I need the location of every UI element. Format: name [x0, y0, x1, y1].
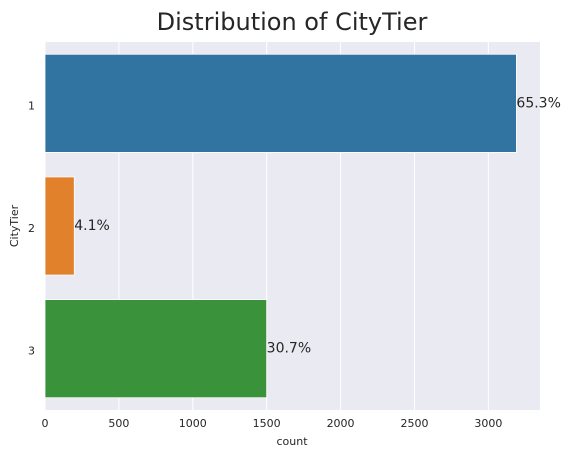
y-tick-label: 1 [28, 99, 35, 112]
x-tick-label: 2000 [327, 417, 355, 430]
bar-annotation: 65.3% [516, 95, 560, 111]
x-axis-label: count [276, 435, 308, 448]
x-tick-label: 500 [108, 417, 129, 430]
x-tick-label: 2500 [400, 417, 428, 430]
bar-annotation: 4.1% [74, 218, 110, 234]
chart-title: Distribution of CityTier [157, 8, 428, 36]
x-tick-label: 3000 [474, 417, 502, 430]
x-tick-label: 0 [42, 417, 49, 430]
x-tick-label: 1000 [179, 417, 207, 430]
y-axis-label: CityTier [8, 204, 21, 247]
bar [44, 299, 268, 399]
bar [44, 53, 517, 153]
y-tick-label: 3 [28, 345, 35, 358]
y-tick-label: 2 [28, 222, 35, 235]
x-tick-label: 1500 [253, 417, 281, 430]
bar [44, 176, 75, 276]
bar-annotation: 30.7% [267, 341, 311, 357]
